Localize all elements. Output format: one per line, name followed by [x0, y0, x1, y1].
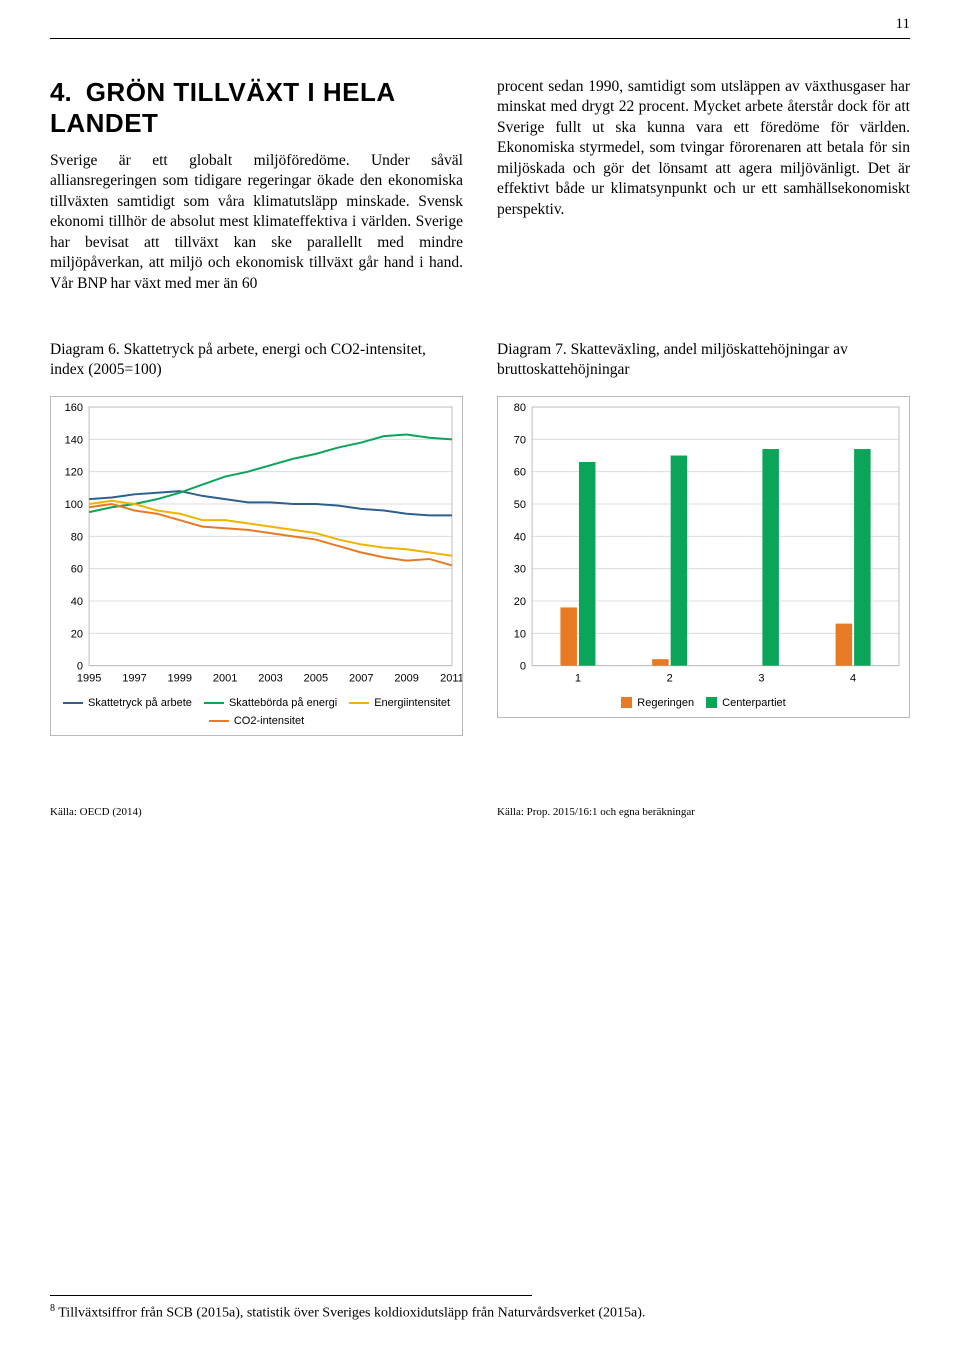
svg-text:2011: 2011: [440, 673, 462, 685]
svg-text:40: 40: [514, 532, 526, 544]
svg-text:1999: 1999: [168, 673, 193, 685]
svg-text:30: 30: [514, 564, 526, 576]
section-number: 4.: [50, 77, 72, 108]
svg-text:2003: 2003: [258, 673, 283, 685]
svg-text:100: 100: [65, 499, 83, 511]
footnote-body: Tillväxtsiffror från SCB (2015a), statis…: [58, 1306, 645, 1321]
diagram7-caption: Diagram 7. Skatteväxling, andel miljöska…: [497, 340, 910, 382]
svg-text:2007: 2007: [349, 673, 374, 685]
diagram7-chart: 0 10 20 30 40 50 60 70 80 1 2 3 4 Regeringen Centerpa…: [497, 396, 910, 718]
svg-text:3: 3: [758, 673, 764, 685]
body-columns: 4. GRÖN TILLVÄXT I HELA LANDET Sverige ä…: [50, 77, 910, 294]
source-left: Källa: OECD (2014): [50, 806, 463, 818]
diagram6-caption: Diagram 6. Skattetryck på arbete, energi…: [50, 340, 463, 382]
bar-chart-svg: 0 10 20 30 40 50 60 70 80 1 2 3 4: [498, 397, 909, 688]
svg-text:70: 70: [514, 435, 526, 447]
legend-item: Regeringen: [621, 697, 694, 709]
svg-text:2009: 2009: [394, 673, 419, 685]
section-heading: 4. GRÖN TILLVÄXT I HELA LANDET: [50, 77, 463, 139]
page-number: 11: [896, 16, 910, 33]
svg-text:80: 80: [514, 402, 526, 414]
svg-text:20: 20: [71, 629, 83, 641]
svg-text:40: 40: [71, 596, 83, 608]
top-rule: [50, 38, 910, 39]
svg-text:0: 0: [77, 661, 83, 673]
footnote-rule: [50, 1295, 532, 1296]
svg-text:2001: 2001: [213, 673, 238, 685]
paragraph-left: Sverige är ett globalt miljöföredöme. Un…: [50, 151, 463, 294]
footnote-text: 8 Tillväxtsiffror från SCB (2015a), stat…: [50, 1302, 910, 1323]
svg-text:120: 120: [65, 467, 83, 479]
diagram-row: Diagram 6. Skattetryck på arbete, energi…: [50, 340, 910, 736]
source-row: Källa: OECD (2014) Källa: Prop. 2015/16:…: [50, 806, 910, 818]
svg-text:2005: 2005: [304, 673, 329, 685]
svg-text:1995: 1995: [77, 673, 102, 685]
diagram7-col: Diagram 7. Skatteväxling, andel miljöska…: [497, 340, 910, 736]
footnote-region: 8 Tillväxtsiffror från SCB (2015a), stat…: [50, 1295, 910, 1323]
svg-text:1: 1: [575, 673, 581, 685]
section-title: GRÖN TILLVÄXT I HELA LANDET: [50, 77, 395, 138]
diagram6-legend: Skattetryck på arbete Skattebörda på ener…: [51, 693, 462, 735]
footnote-marker: 8: [50, 1303, 55, 1314]
line-chart-svg: 0 20 40 60 80 100 120 140 160 1995 1997 1999 2001 200…: [51, 397, 462, 688]
legend-item: Energiintensitet: [349, 697, 450, 709]
diagram6-col: Diagram 6. Skattetryck på arbete, energi…: [50, 340, 463, 736]
legend-item: Centerpartiet: [706, 697, 786, 709]
svg-text:4: 4: [850, 673, 856, 685]
left-column: 4. GRÖN TILLVÄXT I HELA LANDET Sverige ä…: [50, 77, 463, 294]
legend-item: Skattetryck på arbete: [63, 697, 192, 709]
svg-text:0: 0: [520, 661, 526, 673]
source-right: Källa: Prop. 2015/16:1 och egna beräknin…: [497, 806, 910, 818]
legend-item: Skattebörda på energi: [204, 697, 337, 709]
svg-text:160: 160: [65, 402, 83, 414]
diagram6-chart: 0 20 40 60 80 100 120 140 160 1995 1997 1999 2001 200…: [50, 396, 463, 736]
svg-text:50: 50: [514, 499, 526, 511]
svg-text:60: 60: [71, 564, 83, 576]
paragraph-right: procent sedan 1990, samtidigt som utsläp…: [497, 77, 910, 220]
svg-text:140: 140: [65, 435, 83, 447]
diagram7-legend: Regeringen Centerpartiet: [498, 693, 909, 717]
svg-text:20: 20: [514, 596, 526, 608]
legend-item: CO2-intensitet: [209, 715, 304, 727]
right-column: procent sedan 1990, samtidigt som utsläp…: [497, 77, 910, 294]
svg-text:10: 10: [514, 629, 526, 641]
svg-text:60: 60: [514, 467, 526, 479]
svg-text:80: 80: [71, 532, 83, 544]
svg-text:1997: 1997: [122, 673, 147, 685]
svg-text:2: 2: [667, 673, 673, 685]
